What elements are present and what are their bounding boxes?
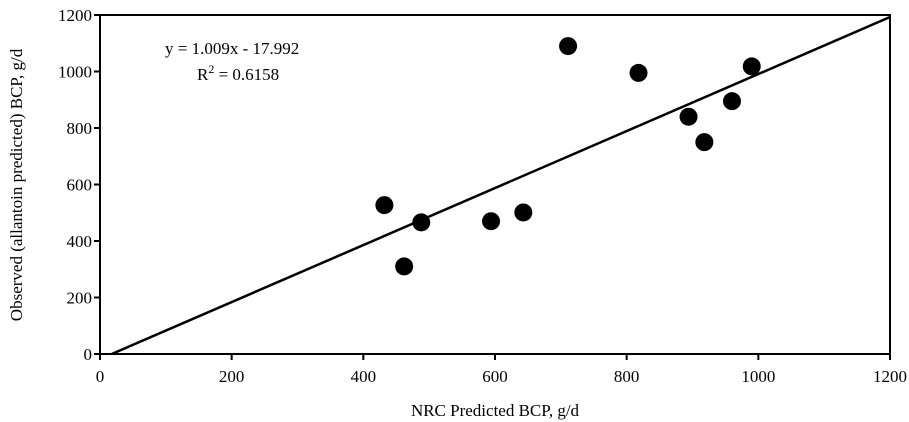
data-point — [679, 107, 698, 126]
y-tick-label: 1200 — [58, 6, 92, 25]
x-axis: 0 200 400 600 800 1000 1200 — [96, 354, 907, 386]
y-tick-label: 600 — [67, 176, 93, 195]
trendline — [111, 15, 891, 356]
data-point — [482, 212, 501, 231]
y-axis: 0 200 400 600 800 1000 1200 — [58, 6, 100, 364]
r-squared-prefix: R — [197, 65, 209, 84]
r-squared-value: = 0.6158 — [214, 65, 279, 84]
data-point — [395, 257, 414, 276]
data-point — [559, 37, 578, 56]
equation-label: y = 1.009x - 17.992 — [165, 39, 299, 58]
r-squared-label: R2 = 0.6158 — [197, 62, 279, 84]
x-tick-label: 600 — [482, 367, 508, 386]
y-tick-label: 200 — [67, 289, 93, 308]
plot-area: 0 200 400 600 800 1000 1200 0 200 400 600 800 1000 1… — [58, 6, 907, 386]
x-tick-label: 800 — [614, 367, 640, 386]
x-axis-title: NRC Predicted BCP, g/d — [411, 401, 580, 420]
x-tick-label: 1000 — [741, 367, 775, 386]
y-tick-label: 400 — [67, 232, 93, 251]
data-point — [514, 203, 533, 222]
x-tick-label: 400 — [351, 367, 377, 386]
x-tick-label: 1200 — [873, 367, 907, 386]
x-tick-label: 0 — [96, 367, 105, 386]
data-point — [742, 57, 761, 76]
data-points — [375, 37, 761, 276]
data-point — [375, 196, 394, 215]
y-tick-label: 800 — [67, 119, 93, 138]
y-tick-label: 0 — [84, 345, 93, 364]
r-squared-superscript: 2 — [208, 62, 214, 76]
x-tick-label: 200 — [219, 367, 245, 386]
data-point — [629, 63, 648, 82]
data-point — [723, 92, 741, 111]
y-tick-label: 1000 — [58, 63, 92, 82]
data-point — [412, 213, 431, 232]
data-point — [695, 133, 714, 152]
y-axis-title: Observed (allantoin predicted) BCP, g/d — [7, 48, 26, 321]
